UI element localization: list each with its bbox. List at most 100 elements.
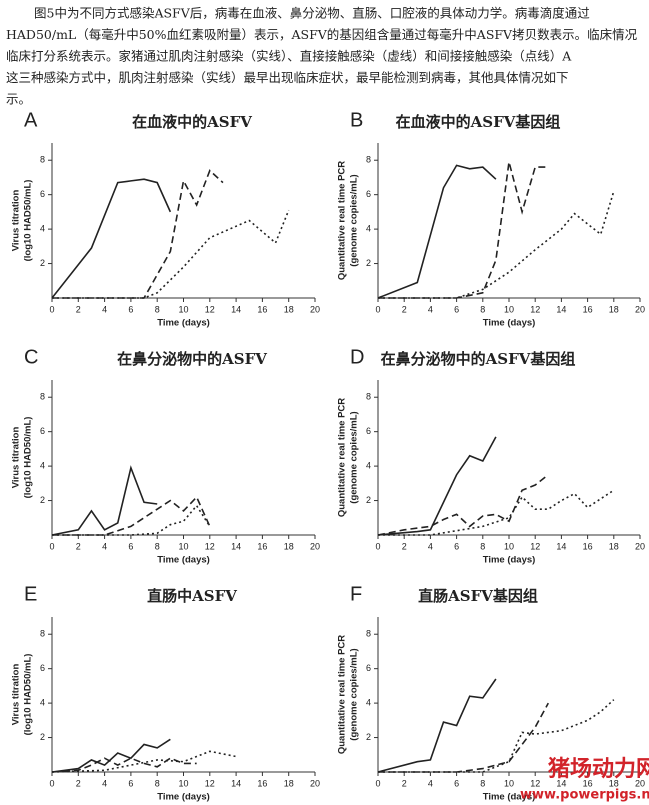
- x-axis-label: Time (days): [483, 318, 536, 329]
- x-tick-label: 20: [310, 304, 320, 314]
- x-tick-label: 4: [102, 778, 107, 788]
- x-tick-label: 10: [504, 304, 514, 314]
- y-axis-label: Virus titration: [11, 190, 22, 252]
- x-tick-label: 18: [284, 778, 294, 788]
- chart: F 直肠ASFV基因组 0 2 4 6 8 10 12 14 16 18 20 2 4 6 8 Time (day…: [337, 583, 645, 802]
- panel-label: F: [350, 583, 362, 605]
- y-axis-label: Quantitative real time PCR: [337, 635, 348, 754]
- y-tick-label: 6: [40, 663, 45, 673]
- x-tick-label: 20: [635, 778, 645, 788]
- x-axis-label: Time (days): [157, 318, 210, 329]
- y-tick-label: 2: [40, 732, 45, 742]
- line: [51, 178, 172, 299]
- y-tick-label: 4: [40, 223, 45, 233]
- x-tick-label: 10: [504, 778, 514, 788]
- panel-label: B: [350, 109, 363, 131]
- y-tick-label: 4: [40, 697, 45, 707]
- line: [377, 678, 497, 773]
- x-tick-label: 16: [257, 304, 267, 314]
- x-tick-label: 10: [178, 541, 188, 551]
- y-tick-label: 8: [40, 155, 45, 165]
- panel-label: D: [350, 346, 364, 368]
- line: [377, 164, 497, 299]
- x-tick-label: 8: [480, 304, 485, 314]
- x-tick-label: 4: [428, 778, 433, 788]
- x-tick-label: 6: [454, 304, 459, 314]
- line: [51, 757, 197, 773]
- line: [51, 465, 158, 536]
- paragraph-line: HAD50/mL（每毫升中50%血红素吸附量）表示，ASFV的基因组含量通过每毫…: [6, 27, 638, 42]
- y-tick-label: 8: [366, 155, 371, 165]
- watermark-url: www.powerpigs.net: [520, 788, 649, 803]
- paragraph-line: 这三种感染方式中，肌肉注射感染（实线）最早出现临床症状，最早能检测到病毒，其他具…: [6, 70, 569, 85]
- y-axis-label: (log10 HAD50/mL): [23, 180, 34, 262]
- x-tick-label: 0: [49, 778, 54, 788]
- y-tick-label: 6: [40, 189, 45, 199]
- chart: B 在血液中的ASFV基因组 0 2 4 6 8 10 12 14 16 18 20 2 4 6 8 Time (…: [337, 109, 645, 328]
- x-tick-label: 4: [102, 541, 107, 551]
- x-tick-label: 6: [454, 541, 459, 551]
- x-tick-label: 12: [530, 778, 540, 788]
- x-tick-label: 20: [635, 304, 645, 314]
- x-tick-label: 2: [402, 778, 407, 788]
- y-tick-label: 4: [40, 460, 45, 470]
- line: [52, 169, 224, 299]
- x-tick-label: 12: [530, 304, 540, 314]
- chart-title: 直肠中ASFV: [147, 587, 237, 605]
- chart: E 直肠中ASFV 0 2 4 6 8 10 12 14 16 18 20 2 4 6 8 Time (days)…: [11, 583, 320, 802]
- chart-title: 直肠ASFV基因组: [418, 587, 538, 605]
- y-axis-label: Quantitative real time PCR: [337, 398, 348, 517]
- y-tick-label: 6: [366, 663, 371, 673]
- line: [51, 738, 171, 773]
- paragraph-line: 临床打分系统表示。家猪通过肌肉注射感染（实线）、直接接触感染（虚线）和间接接触感…: [6, 49, 572, 64]
- x-tick-label: 16: [583, 541, 593, 551]
- x-tick-label: 16: [583, 778, 593, 788]
- x-tick-label: 0: [375, 304, 380, 314]
- x-axis-label: Time (days): [483, 555, 536, 566]
- chart: D 在鼻分泌物中的ASFV基因组 0 2 4 6 8 10 12 14 16 18 20 2 4 6 8 Time…: [337, 346, 645, 565]
- y-tick-label: 4: [366, 460, 371, 470]
- y-axis-label: (log10 HAD50/mL): [23, 654, 34, 736]
- y-axis-label: Virus titration: [11, 427, 22, 489]
- x-axis-label: Time (days): [483, 792, 536, 803]
- y-tick-label: 2: [40, 495, 45, 505]
- chart: C 在鼻分泌物中的ASFV 0 2 4 6 8 10 12 14 16 18 20 2 4 6 8 Time (d…: [11, 346, 320, 565]
- panel-label: C: [24, 346, 38, 368]
- x-tick-label: 14: [556, 304, 566, 314]
- chart-title: 在血液中的ASFV基因组: [396, 113, 561, 131]
- x-tick-label: 14: [231, 778, 241, 788]
- x-axis-label: Time (days): [157, 555, 210, 566]
- x-tick-label: 20: [310, 541, 320, 551]
- chart-title: 在血液中的ASFV: [132, 113, 252, 131]
- x-tick-label: 18: [284, 541, 294, 551]
- x-tick-label: 4: [102, 304, 107, 314]
- x-tick-label: 2: [76, 778, 81, 788]
- watermark: 猪场动力网: [548, 756, 649, 782]
- y-axis-label: (log10 HAD50/mL): [23, 417, 34, 499]
- x-tick-label: 16: [257, 541, 267, 551]
- x-tick-label: 6: [128, 541, 133, 551]
- panel-label: E: [24, 583, 37, 605]
- x-tick-label: 14: [231, 541, 241, 551]
- chart-title: 在鼻分泌物中的ASFV基因组: [381, 350, 576, 368]
- line: [377, 474, 549, 536]
- x-tick-label: 12: [205, 304, 215, 314]
- x-tick-label: 0: [375, 778, 380, 788]
- x-tick-label: 16: [257, 778, 267, 788]
- y-axis-label: Virus titration: [11, 664, 22, 726]
- x-tick-label: 0: [49, 541, 54, 551]
- x-tick-label: 4: [428, 541, 433, 551]
- x-tick-label: 18: [609, 541, 619, 551]
- x-tick-label: 10: [504, 541, 514, 551]
- x-axis-label: Time (days): [157, 792, 210, 803]
- x-tick-label: 14: [556, 778, 566, 788]
- x-tick-label: 6: [128, 778, 133, 788]
- line: [52, 495, 211, 536]
- line: [52, 504, 211, 536]
- y-tick-label: 2: [366, 495, 371, 505]
- y-tick-label: 2: [40, 258, 45, 268]
- x-tick-label: 14: [556, 541, 566, 551]
- x-tick-label: 2: [402, 304, 407, 314]
- x-tick-label: 6: [128, 304, 133, 314]
- x-tick-label: 2: [402, 541, 407, 551]
